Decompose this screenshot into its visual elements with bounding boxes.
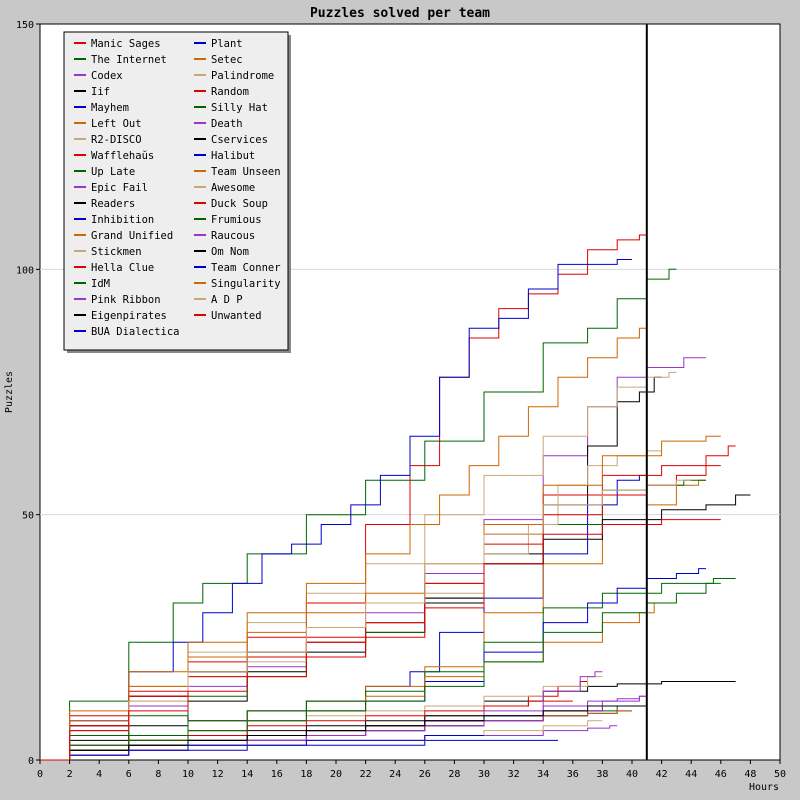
legend-entry: Eigenpirates [91,310,167,322]
legend-entry: Team Unseen [211,166,281,178]
x-axis-label: Hours [749,782,779,793]
x-tick-label: 46 [715,769,727,780]
legend-entry: Epic Fail [91,182,148,194]
legend: Manic Sages The Internet Codex Iif Mayhem Lef… [63,31,291,353]
legend-entry: Manic Sages [91,38,161,50]
x-tick-label: 34 [537,769,549,780]
series-line-inhibition [40,259,632,761]
x-tick-label: 18 [300,769,312,780]
legend-entry: Silly Hat [211,102,268,114]
x-tick-label: 28 [448,769,460,780]
legend-entry: Unwanted [211,310,262,322]
x-tick-label: 24 [389,769,401,780]
x-tick-label: 4 [96,769,102,780]
x-tick-label: 40 [626,769,638,780]
y-tick-label: 50 [22,511,34,522]
x-tick-label: 20 [330,769,342,780]
legend-entry: Death [211,118,243,130]
x-tick-label: 16 [271,769,283,780]
legend-entry: Random [211,86,249,98]
x-tick-label: 30 [478,769,490,780]
series-line-team-conner [40,735,484,761]
x-tick-label: 38 [596,769,608,780]
series-line-singularity [40,435,721,761]
legend-entry: Iif [91,86,110,98]
legend-entry: Mayhem [91,102,129,114]
legend-entry: Hella Clue [91,262,154,274]
x-tick-label: 6 [126,769,132,780]
x-tick-label: 44 [685,769,697,780]
legend-entry: Halibut [211,150,255,162]
x-tick-label: 32 [508,769,520,780]
legend-entry: Inhibition [91,214,154,226]
legend-entry: Singularity [211,278,281,290]
series-line-idm [40,578,736,761]
legend-entry: Cservices [211,134,268,146]
legend-entry: R2-DISCO [91,134,142,146]
legend-entry: Duck Soup [211,198,268,210]
legend-entry: Plant [211,38,243,50]
legend-entry: Palindrome [211,70,274,82]
legend-entry: BUA Dialectica [91,326,180,338]
legend-entry: Codex [91,70,123,82]
y-tick-label: 0 [28,756,34,767]
series-line-frumious [40,582,721,761]
x-tick-label: 10 [182,769,194,780]
legend-box [63,31,289,351]
x-tick-label: 14 [241,769,253,780]
x-tick-label: 12 [212,769,224,780]
legend-entry: Raucous [211,230,255,242]
x-tick-label: 48 [744,769,756,780]
x-tick-label: 26 [419,769,431,780]
y-tick-label: 150 [16,20,34,31]
legend-entry: IdM [91,278,110,290]
series-line-unwanted [40,519,721,761]
legend-entry: Om Nom [211,246,249,258]
series-line-om-nom [40,705,603,761]
chart-title: Puzzles solved per team [310,6,490,21]
legend-entry: Readers [91,198,135,210]
legend-entry: Frumious [211,214,262,226]
series-lines [40,234,751,761]
legend-entry: Setec [211,54,243,66]
x-tick-label: 22 [360,769,372,780]
x-tick-label: 8 [155,769,161,780]
y-tick-label: 100 [16,265,34,276]
y-axis-label: Puzzles [4,371,15,413]
x-tick-label: 42 [656,769,668,780]
x-tick-label: 36 [567,769,579,780]
x-tick-label: 2 [67,769,73,780]
legend-entry: Grand Unified [91,230,173,242]
legend-entry: Left Out [91,118,142,130]
legend-entry: Up Late [91,166,135,178]
x-tick-label: 50 [774,769,786,780]
legend-entry: Stickmen [91,246,142,258]
legend-entry: Wafflehaŭs [91,150,154,162]
x-tick-label: 0 [37,769,43,780]
legend-entry: Awesome [211,182,255,194]
legend-entry: Team Conner [211,262,281,274]
legend-entry: The Internet [91,54,167,66]
legend-entry: Pink Ribbon [91,294,161,306]
legend-entry: A D P [211,294,243,306]
series-line-a-d-p [40,479,692,761]
